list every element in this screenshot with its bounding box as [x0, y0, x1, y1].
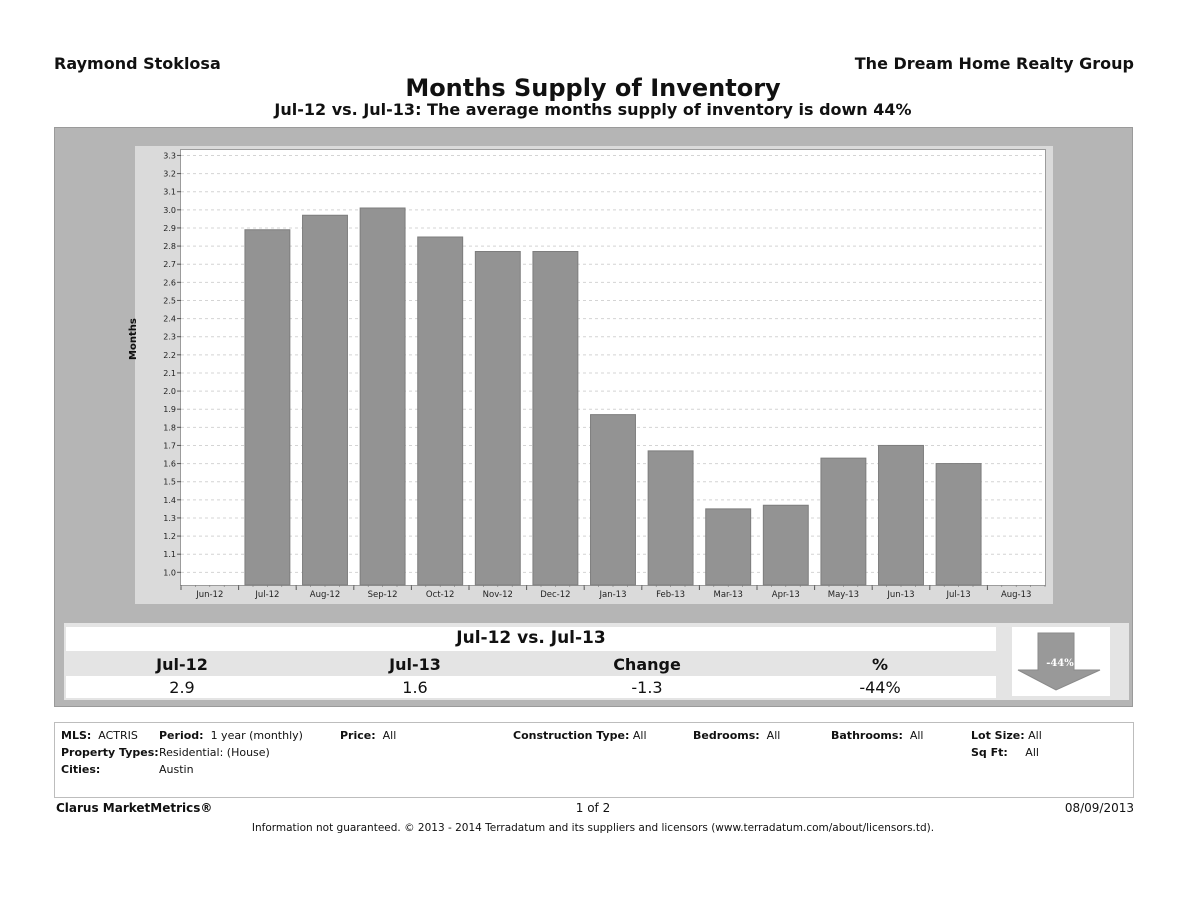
- y-tick-label: 2.2: [163, 351, 176, 360]
- footer-page-number: 1 of 2: [575, 801, 611, 815]
- x-tick-label: Jul-12: [254, 590, 279, 600]
- criteria-cities: Cities:: [61, 763, 101, 776]
- x-tick-label: Jun-12: [195, 590, 223, 600]
- x-tick-label: Jul-13: [946, 590, 971, 600]
- report-title: Months Supply of Inventory: [405, 74, 781, 102]
- criteria-property-types-value: Residential: (House): [159, 746, 270, 759]
- y-tick-label: 2.4: [163, 315, 176, 324]
- summary-title-bar: [66, 627, 996, 651]
- x-tick-label: Oct-12: [426, 590, 455, 600]
- y-tick-label: 2.0: [163, 387, 176, 396]
- y-tick-label: 1.6: [163, 460, 176, 469]
- y-axis-label: Months: [128, 318, 139, 360]
- y-tick-label: 1.1: [163, 550, 176, 559]
- bar: [762, 504, 809, 586]
- x-tick-label: Jan-13: [599, 590, 627, 600]
- y-tick-label: 2.5: [163, 296, 176, 305]
- bar: [705, 508, 752, 586]
- x-tick-label: Aug-13: [1001, 590, 1031, 600]
- y-tick-label: 2.7: [163, 260, 176, 269]
- y-tick-label: 1.2: [163, 532, 176, 541]
- y-tick-label: 2.8: [163, 242, 176, 251]
- bar: [590, 414, 636, 586]
- footer-brand: Clarus MarketMetrics®: [56, 801, 213, 815]
- x-tick-label: Apr-13: [772, 590, 800, 600]
- y-tick-label: 3.2: [163, 170, 176, 179]
- bar: [532, 251, 579, 586]
- y-tick-label: 1.7: [163, 441, 176, 450]
- x-tick-label: Dec-12: [540, 590, 570, 600]
- company-name: The Dream Home Realty Group: [854, 54, 1134, 73]
- down-arrow-icon: -44%: [1017, 632, 1101, 691]
- bar: [302, 214, 348, 586]
- trend-arrow-box: -44%: [1012, 627, 1110, 696]
- x-tick-label: May-13: [828, 590, 859, 600]
- x-tick-label: Sep-12: [368, 590, 398, 600]
- y-tick-label: 2.6: [163, 278, 176, 287]
- x-tick-label: Nov-12: [483, 590, 513, 600]
- criteria-mls: MLS: ACTRIS: [61, 729, 138, 742]
- y-tick-label: 1.8: [163, 423, 176, 432]
- criteria-bathrooms: Bathrooms: All: [831, 729, 924, 742]
- criteria-bedrooms: Bedrooms: All: [693, 729, 781, 742]
- criteria-box: [54, 722, 1134, 798]
- y-tick-label: 1.3: [163, 514, 176, 523]
- y-tick-label: 2.9: [163, 224, 176, 233]
- bar: [359, 207, 406, 586]
- y-tick-label: 2.3: [163, 333, 176, 342]
- summary-col-jul12-head: Jul-12: [156, 655, 208, 674]
- summary-col-percent-head: %: [871, 655, 889, 674]
- footer-disclaimer: Information not guaranteed. © 2013 - 201…: [251, 822, 935, 834]
- y-tick-label: 1.4: [163, 496, 176, 505]
- y-tick-label: 1.0: [163, 568, 176, 577]
- report-subtitle: Jul-12 vs. Jul-13: The average months su…: [274, 100, 912, 119]
- criteria-cities-value: Austin: [159, 763, 194, 776]
- criteria-construction-type: Construction Type: All: [513, 729, 647, 742]
- bar: [647, 450, 694, 586]
- bar: [878, 444, 924, 586]
- summary-values-bar: [66, 676, 996, 698]
- bar: [417, 236, 464, 586]
- criteria-sqft: Sq Ft: All: [971, 746, 1039, 759]
- y-tick-label: 3.0: [163, 206, 176, 215]
- agent-name: Raymond Stoklosa: [54, 54, 221, 73]
- bar: [935, 463, 982, 586]
- summary-col-change-head: Change: [613, 655, 681, 674]
- bar: [820, 457, 867, 586]
- y-tick-label: 3.3: [163, 151, 176, 160]
- x-tick-label: Feb-13: [656, 590, 685, 600]
- y-tick-label: 3.1: [163, 188, 176, 197]
- x-tick-label: Jun-13: [886, 590, 914, 600]
- trend-arrow-label: -44%: [1046, 658, 1074, 669]
- y-tick-label: 2.1: [163, 369, 176, 378]
- bar: [474, 251, 521, 586]
- criteria-lot-size: Lot Size: All: [971, 729, 1042, 742]
- summary-jul13-value: 1.6: [402, 678, 428, 697]
- criteria-property-types: Property Types:: [61, 746, 159, 759]
- footer-date: 08/09/2013: [1064, 801, 1134, 815]
- y-tick-label: 1.9: [163, 405, 176, 414]
- x-tick-label: Aug-12: [310, 590, 340, 600]
- summary-jul12-value: 2.9: [169, 678, 195, 697]
- summary-change-value: -1.3: [631, 678, 663, 697]
- criteria-period: Period: 1 year (monthly): [159, 729, 303, 742]
- y-tick-label: 1.5: [163, 478, 176, 487]
- summary-title: Jul-12 vs. Jul-13: [456, 628, 606, 648]
- x-tick-label: Mar-13: [714, 590, 743, 600]
- summary-col-jul13-head: Jul-13: [389, 655, 441, 674]
- summary-percent-value: -44%: [859, 678, 901, 697]
- criteria-price: Price: All: [340, 729, 397, 742]
- bar: [244, 229, 291, 586]
